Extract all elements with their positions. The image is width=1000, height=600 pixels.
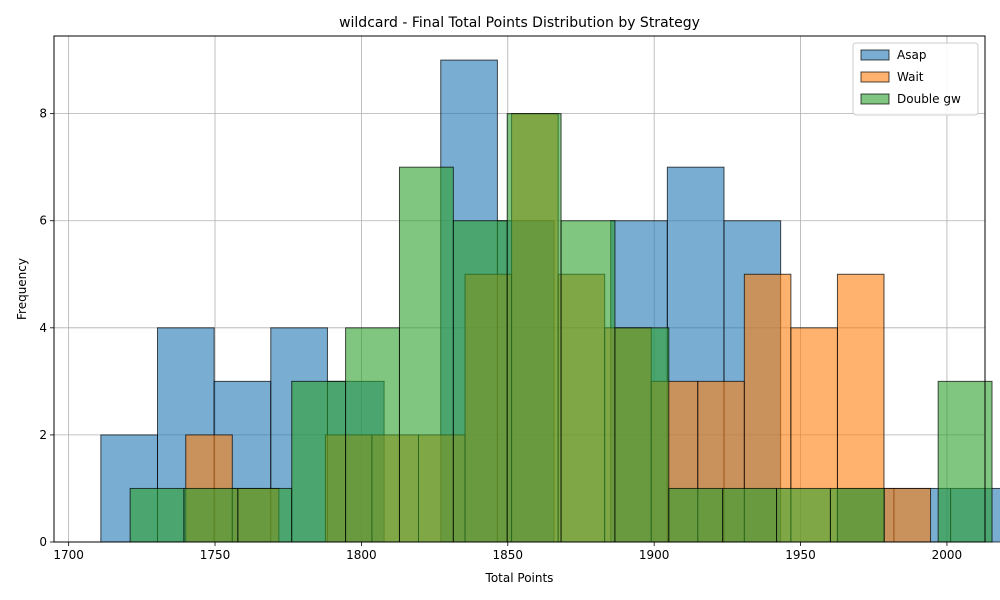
histogram-bar bbox=[560, 220, 616, 543]
histogram-bar bbox=[668, 487, 724, 543]
legend-entry: Wait bbox=[897, 70, 924, 84]
legend-swatch bbox=[860, 49, 890, 61]
y-tick-label: 0 bbox=[39, 535, 47, 549]
legend-swatch bbox=[860, 71, 890, 83]
histogram-bar bbox=[506, 113, 562, 543]
x-axis-ticks: 1700 1750 1800 1850 1900 1950 2000 bbox=[53, 542, 962, 562]
y-tick-label: 4 bbox=[39, 321, 47, 335]
chart-title: wildcard - Final Total Points Distributi… bbox=[339, 15, 700, 31]
histogram-bar bbox=[129, 487, 185, 543]
x-tick-label: 1800 bbox=[346, 548, 377, 562]
y-tick-label: 8 bbox=[39, 107, 47, 121]
y-tick-label: 6 bbox=[39, 214, 47, 228]
y-axis-label: Frequency bbox=[15, 258, 29, 320]
x-tick-label: 2000 bbox=[932, 548, 963, 562]
histogram-bar bbox=[776, 487, 831, 543]
legend: Asap Wait Double gw bbox=[852, 42, 979, 116]
legend-entry: Double gw bbox=[897, 92, 961, 106]
y-tick-label: 2 bbox=[39, 428, 47, 442]
histogram-bar bbox=[937, 380, 993, 543]
x-tick-label: 1750 bbox=[200, 548, 231, 562]
legend-entry: Asap bbox=[897, 48, 926, 62]
histogram-bar bbox=[237, 487, 293, 543]
x-tick-label: 1950 bbox=[785, 548, 816, 562]
histogram-bar bbox=[452, 220, 508, 543]
histogram-bar bbox=[614, 327, 670, 543]
histogram-bar bbox=[722, 487, 778, 543]
histogram-bar bbox=[291, 380, 347, 543]
histogram-bar bbox=[829, 487, 885, 543]
y-axis-ticks: 0 2 4 6 8 bbox=[39, 107, 54, 549]
x-tick-label: 1900 bbox=[639, 548, 670, 562]
histogram-bar bbox=[183, 487, 239, 543]
legend-swatch bbox=[860, 93, 890, 105]
plot-frame bbox=[53, 35, 986, 543]
histogram-bar bbox=[883, 487, 932, 543]
histogram-bar bbox=[345, 327, 400, 543]
histogram-bar bbox=[398, 166, 454, 543]
x-tick-label: 1850 bbox=[493, 548, 524, 562]
x-axis-label: Total Points bbox=[485, 571, 554, 585]
x-tick-label: 1700 bbox=[53, 548, 84, 562]
